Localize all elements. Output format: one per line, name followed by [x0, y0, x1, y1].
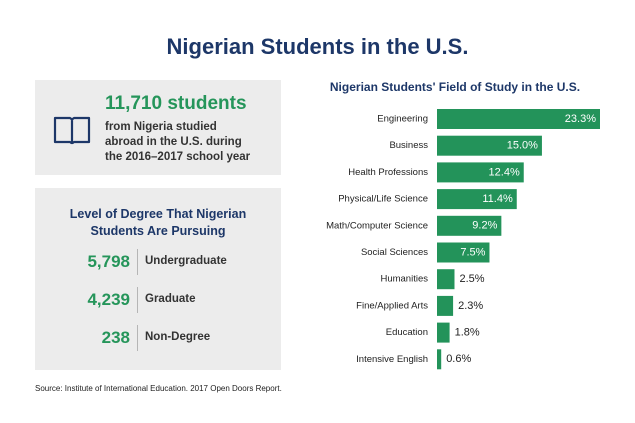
value-label: 9.2% [472, 220, 497, 232]
bar [437, 295, 454, 316]
degree-count: 4,239 [87, 290, 130, 309]
bar [437, 189, 517, 210]
degree-count: 238 [101, 328, 130, 347]
value-label: 12.4% [489, 166, 520, 178]
divider [137, 287, 138, 313]
value-label: 7.5% [460, 246, 485, 258]
bar [437, 242, 490, 263]
category-label: Physical/Life Science [338, 194, 428, 205]
category-label: Engineering [377, 114, 428, 125]
category-label: Social Sciences [361, 247, 428, 258]
bar [437, 162, 524, 183]
value-label: 11.4% [482, 193, 513, 205]
value-label: 0.6% [446, 353, 471, 365]
value-label: 1.8% [455, 327, 480, 339]
degree-count: 5,798 [87, 252, 130, 271]
category-label: Fine/Applied Arts [356, 300, 428, 311]
category-label: Education [386, 327, 428, 338]
page-title: Nigerian Students in the U.S. [166, 34, 469, 59]
bar [437, 135, 542, 156]
summary-text: from Nigeria studied abroad in the U.S. … [105, 121, 251, 163]
category-label: Intensive English [356, 354, 428, 365]
category-label: Math/Computer Science [326, 220, 428, 231]
bar [437, 349, 442, 370]
divider [137, 325, 138, 351]
summary-box: 11,710 students from Nigeria studied abr… [35, 80, 281, 175]
book-icon [53, 116, 91, 145]
category-label: Business [389, 140, 428, 151]
student-count: 11,710 students [105, 93, 247, 114]
category-label: Health Professions [348, 167, 428, 178]
degree-box: Level of Degree That Nigerian Students A… [35, 188, 281, 370]
chart-title: Nigerian Students' Field of Study in the… [330, 80, 580, 94]
bar [437, 269, 455, 290]
value-label: 2.5% [459, 273, 484, 285]
degree-label: Undergraduate [145, 255, 227, 267]
degree-label: Non-Degree [145, 331, 211, 343]
value-label: 2.3% [458, 300, 483, 312]
bar [437, 109, 600, 129]
source-note: Source: Institute of International Educa… [35, 384, 282, 393]
bar [437, 215, 502, 236]
value-label: 15.0% [507, 140, 538, 152]
bar [437, 322, 450, 343]
value-label: 23.3% [565, 113, 596, 125]
category-label: Humanities [380, 274, 428, 285]
degree-heading: Level of Degree That Nigerian Students A… [69, 207, 247, 238]
degree-label: Graduate [145, 293, 196, 305]
divider [137, 249, 138, 275]
